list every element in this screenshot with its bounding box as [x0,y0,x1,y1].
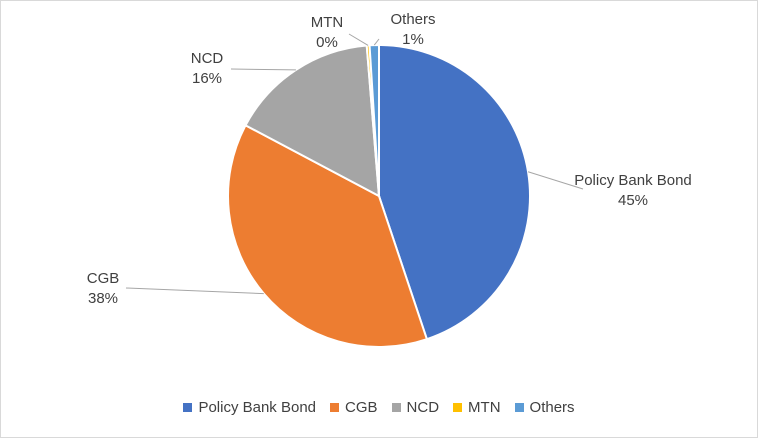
slice-label-value: 1% [402,31,424,48]
legend: Policy Bank Bond CGB NCD MTN Others [1,399,757,416]
slice-label-name: MTN [311,14,344,31]
legend-swatch [330,403,340,412]
slice-labels: Policy Bank Bond 45% CGB 38% NCD 16% MTN 0% Othe… [87,11,692,307]
legend-item-others: Others [514,399,575,416]
legend-item-ncd: NCD [391,399,440,416]
slice-label-value: 38% [88,290,118,307]
slice-label-name: NCD [191,50,224,67]
legend-label: Others [529,399,575,416]
slice-label-name: CGB [87,270,120,287]
legend-item-mtn: MTN [453,399,501,416]
legend-label: NCD [406,399,440,416]
pie-slice-ncd [244,44,381,198]
leader-line [373,38,380,46]
legend-label: MTN [468,399,501,416]
legend-swatch [514,403,524,412]
slice-label-value: 0% [316,34,338,51]
slice-label-value: 16% [192,70,222,87]
leader-line [125,287,264,295]
slice-label-value: 45% [618,192,648,209]
leader-line [527,171,584,190]
leader-line [230,68,296,71]
leader-lines [125,33,584,295]
legend-item-policy-bank-bond: Policy Bank Bond [183,399,316,416]
legend-label: CGB [345,399,378,416]
legend-swatch [391,403,401,412]
slice-label-name: Others [390,11,435,28]
legend-item-cgb: CGB [330,399,378,416]
slice-label-name: Policy Bank Bond [574,172,692,189]
pie-slices [227,43,531,348]
legend-swatch [183,403,193,412]
leader-line [348,33,369,46]
legend-label: Policy Bank Bond [198,399,317,416]
legend-swatch [453,403,463,412]
